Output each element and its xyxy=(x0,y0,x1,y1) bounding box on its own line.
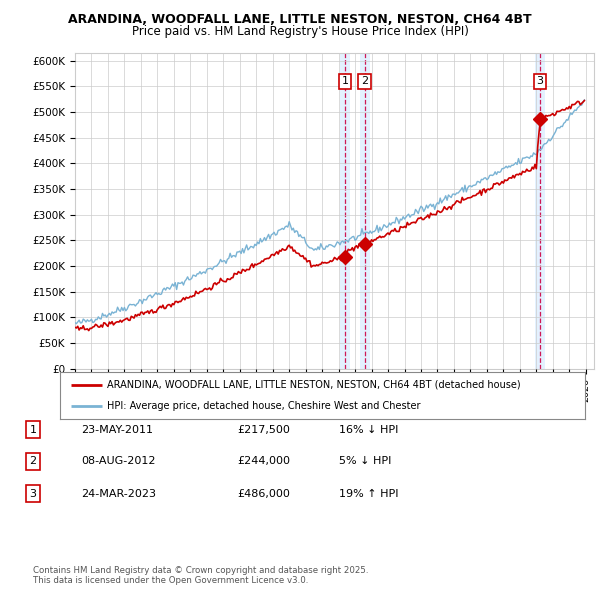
Bar xyxy=(535,53,545,369)
Text: 1: 1 xyxy=(341,76,349,86)
Text: Contains HM Land Registry data © Crown copyright and database right 2025.
This d: Contains HM Land Registry data © Crown c… xyxy=(33,566,368,585)
Text: ARANDINA, WOODFALL LANE, LITTLE NESTON, NESTON, CH64 4BT (detached house): ARANDINA, WOODFALL LANE, LITTLE NESTON, … xyxy=(107,380,521,390)
Text: £217,500: £217,500 xyxy=(237,425,290,434)
Text: 08-AUG-2012: 08-AUG-2012 xyxy=(81,457,155,466)
Text: 5% ↓ HPI: 5% ↓ HPI xyxy=(339,457,391,466)
Bar xyxy=(340,53,350,369)
Text: 3: 3 xyxy=(536,76,544,86)
Text: 2: 2 xyxy=(361,76,368,86)
Text: 23-MAY-2011: 23-MAY-2011 xyxy=(81,425,153,434)
Text: Price paid vs. HM Land Registry's House Price Index (HPI): Price paid vs. HM Land Registry's House … xyxy=(131,25,469,38)
Text: HPI: Average price, detached house, Cheshire West and Chester: HPI: Average price, detached house, Ches… xyxy=(107,401,421,411)
Text: 2: 2 xyxy=(29,457,37,466)
Text: 3: 3 xyxy=(29,489,37,499)
Text: ARANDINA, WOODFALL LANE, LITTLE NESTON, NESTON, CH64 4BT: ARANDINA, WOODFALL LANE, LITTLE NESTON, … xyxy=(68,13,532,26)
Text: 24-MAR-2023: 24-MAR-2023 xyxy=(81,489,156,499)
Text: £486,000: £486,000 xyxy=(237,489,290,499)
Text: 16% ↓ HPI: 16% ↓ HPI xyxy=(339,425,398,434)
Text: 1: 1 xyxy=(29,425,37,434)
Bar xyxy=(360,53,370,369)
Text: £244,000: £244,000 xyxy=(237,457,290,466)
Text: 19% ↑ HPI: 19% ↑ HPI xyxy=(339,489,398,499)
